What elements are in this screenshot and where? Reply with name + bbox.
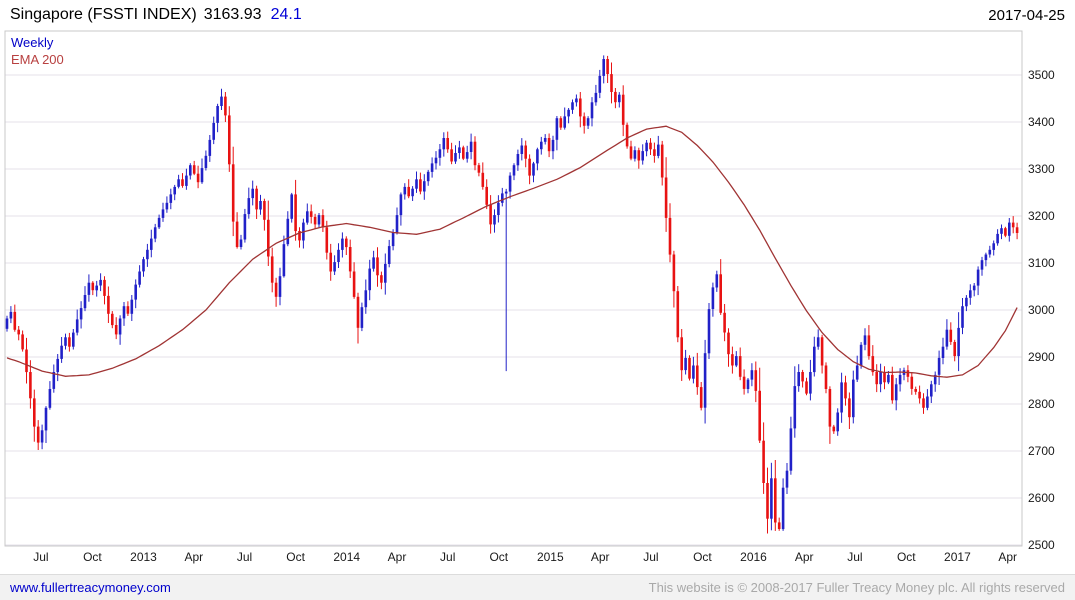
chart-date: 2017-04-25 xyxy=(988,6,1065,24)
y-axis-labels: 2500 2600 2700 2800 2900 3000 3100 3200 3300 3400… xyxy=(1028,68,1055,552)
ema-line xyxy=(6,125,1018,378)
svg-text:Apr: Apr xyxy=(998,550,1017,564)
svg-text:Apr: Apr xyxy=(388,550,407,564)
svg-text:Oct: Oct xyxy=(897,550,916,564)
svg-text:2014: 2014 xyxy=(333,550,360,564)
svg-text:2015: 2015 xyxy=(537,550,564,564)
svg-text:3000: 3000 xyxy=(1028,303,1055,317)
svg-text:2600: 2600 xyxy=(1028,491,1055,505)
svg-text:Apr: Apr xyxy=(184,550,203,564)
plot-border xyxy=(4,30,1023,547)
svg-text:2700: 2700 xyxy=(1028,444,1055,458)
legend-interval-label: Weekly xyxy=(11,35,54,50)
svg-text:3400: 3400 xyxy=(1028,115,1055,129)
svg-text:Oct: Oct xyxy=(489,550,508,564)
footer-link[interactable]: www.fullertreacymoney.com xyxy=(10,580,171,595)
grid-lines xyxy=(5,74,1022,546)
last-price: 3163.93 xyxy=(203,6,262,23)
svg-text:Oct: Oct xyxy=(83,550,102,564)
legend-ema-label: EMA 200 xyxy=(11,52,64,67)
svg-text:2016: 2016 xyxy=(740,550,767,564)
price-change: 24.1 xyxy=(270,6,302,23)
svg-text:2800: 2800 xyxy=(1028,397,1055,411)
svg-text:Jul: Jul xyxy=(643,550,658,564)
svg-text:Jul: Jul xyxy=(440,550,455,564)
footer-bar: www.fullertreacymoney.com This website i… xyxy=(0,574,1075,600)
copyright-text: This website is © 2008-2017 Fuller Treac… xyxy=(648,580,1065,595)
svg-text:Apr: Apr xyxy=(591,550,610,564)
svg-text:3100: 3100 xyxy=(1028,256,1055,270)
instrument-title: Singapore (FSSTI INDEX) xyxy=(10,6,197,23)
svg-text:2900: 2900 xyxy=(1028,350,1055,364)
price-chart-svg[interactable]: 2500 2600 2700 2800 2900 3000 3100 3200 3300 3400… xyxy=(0,0,1075,575)
x-axis-labels: Jul Oct 2013 Apr Jul Oct 2014 Apr Jul Oct 2015 Apr J… xyxy=(33,550,1017,564)
svg-text:Jul: Jul xyxy=(33,550,48,564)
svg-text:Apr: Apr xyxy=(795,550,814,564)
svg-text:Oct: Oct xyxy=(286,550,305,564)
svg-text:3500: 3500 xyxy=(1028,68,1055,82)
svg-text:Oct: Oct xyxy=(693,550,712,564)
svg-text:Jul: Jul xyxy=(847,550,862,564)
svg-text:Jul: Jul xyxy=(237,550,252,564)
chart-area[interactable]: 2500 2600 2700 2800 2900 3000 3100 3200 3300 3400… xyxy=(0,0,1075,575)
svg-text:2017: 2017 xyxy=(944,550,971,564)
svg-text:2013: 2013 xyxy=(130,550,157,564)
svg-text:3300: 3300 xyxy=(1028,162,1055,176)
svg-text:2500: 2500 xyxy=(1028,538,1055,552)
svg-text:3200: 3200 xyxy=(1028,209,1055,223)
chart-header: Singapore (FSSTI INDEX) 3163.93 24.1 201… xyxy=(0,0,1075,30)
candlestick-series xyxy=(5,55,1019,534)
chart-legend: Weekly EMA 200 xyxy=(11,34,64,68)
